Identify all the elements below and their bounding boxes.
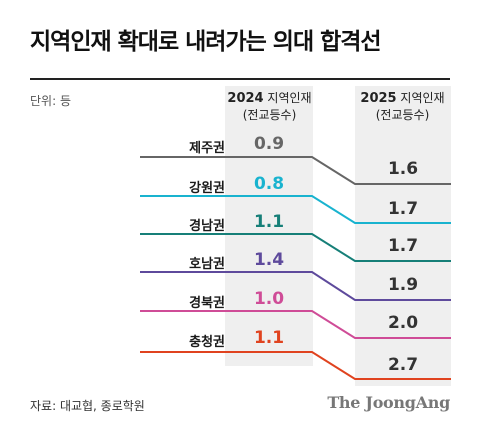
brand-logo: The JoongAng	[327, 393, 450, 412]
region-label-gyeongnam: 경남권	[105, 215, 225, 234]
value-2024-gyeongnam: 1.1	[214, 212, 324, 232]
source-note: 자료: 대교협, 종로학원	[30, 397, 145, 414]
value-2025-gyeongbuk: 2.0	[348, 313, 458, 333]
region-label-jeju: 제주권	[105, 137, 225, 156]
value-2025-jeju: 1.6	[348, 159, 458, 179]
region-label-chungcheong: 충청권	[105, 331, 225, 350]
region-label-gangwon: 강원권	[105, 177, 225, 196]
value-2024-gangwon: 0.8	[214, 174, 324, 194]
value-2024-chungcheong: 1.1	[214, 328, 324, 348]
value-2024-honam: 1.4	[214, 250, 324, 270]
value-2025-honam: 1.9	[348, 275, 458, 295]
value-2025-gangwon: 1.7	[348, 199, 458, 219]
value-2024-gyeongbuk: 1.0	[214, 289, 324, 309]
region-label-gyeongbuk: 경북권	[105, 292, 225, 311]
value-2025-gyeongnam: 1.7	[348, 236, 458, 256]
value-2025-chungcheong: 2.7	[348, 355, 458, 375]
value-2024-jeju: 0.9	[214, 134, 324, 154]
region-label-honam: 호남권	[105, 253, 225, 272]
